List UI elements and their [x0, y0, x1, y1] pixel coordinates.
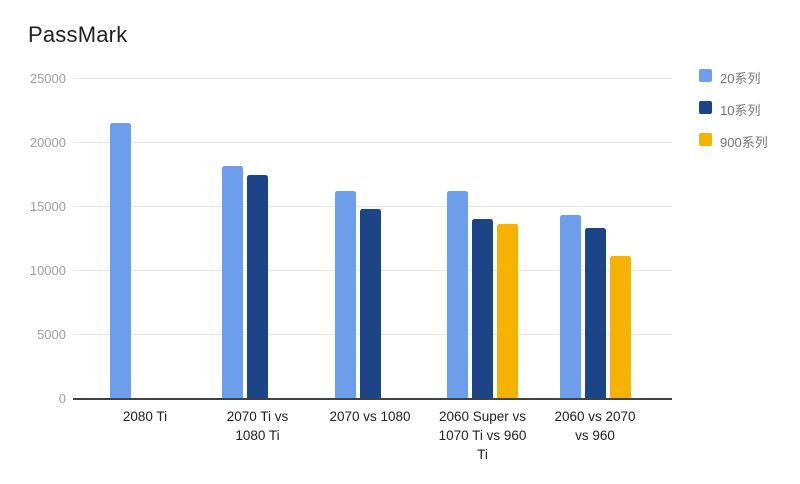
- x-category-label: 2070 Ti vs 1080 Ti: [226, 409, 289, 443]
- x-category-label: 2060 Super vs 1070 Ti vs 960 Ti: [438, 409, 527, 462]
- y-tick-label: 5000: [37, 327, 66, 342]
- y-tick-label: 15000: [29, 199, 66, 214]
- y-axis-labels: 0 5000 10000 15000 20000 25000: [0, 72, 66, 405]
- gridline: [73, 142, 672, 143]
- legend-label: 900系列: [720, 135, 768, 150]
- legend-swatch-icon: [699, 101, 712, 114]
- legend-swatch-icon: [699, 133, 712, 146]
- x-category-label: 2080 Ti: [122, 409, 168, 424]
- y-tick-label: 0: [58, 391, 66, 406]
- bar-20系列-2080 Ti: [109, 122, 131, 398]
- x-category-label: 2060 vs 2070 vs 960: [554, 409, 636, 443]
- gridline: [73, 78, 672, 79]
- bar-10系列-2060 vs 2070 vs 960: [584, 227, 606, 398]
- bar-20系列-2060 vs 2070 vs 960: [559, 214, 581, 398]
- bar-20系列-2060 Super vs 1070 Ti vs 960 Ti: [447, 190, 468, 398]
- y-tick-label: 10000: [29, 263, 66, 278]
- y-tick-label: 20000: [29, 135, 66, 150]
- chart-title: PassMark: [28, 22, 128, 47]
- gridline: [73, 206, 672, 207]
- bar-900系列-2060 vs 2070 vs 960: [609, 255, 631, 398]
- bar-10系列-2070 vs 1080: [359, 208, 381, 398]
- bar-10系列-2060 Super vs 1070 Ti vs 960 Ti: [472, 218, 493, 398]
- x-category-label: 2070 vs 1080: [329, 409, 411, 424]
- bar-20系列-2070 Ti vs 1080 Ti: [222, 166, 243, 398]
- legend-label: 10系列: [720, 103, 761, 118]
- legend-swatch-icon: [699, 69, 712, 82]
- legend-label: 20系列: [720, 71, 761, 86]
- bar-10系列-2070 Ti vs 1080 Ti: [247, 175, 268, 398]
- bar-20系列-2070 vs 1080: [334, 190, 356, 398]
- plot-area: [73, 78, 672, 400]
- bar-900系列-2060 Super vs 1070 Ti vs 960 Ti: [497, 223, 518, 398]
- y-tick-label: 25000: [29, 71, 66, 86]
